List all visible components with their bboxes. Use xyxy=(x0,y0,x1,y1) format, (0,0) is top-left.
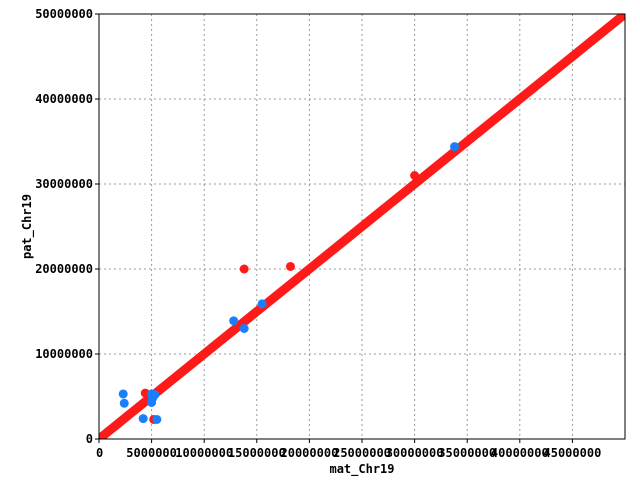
x-tick-label: 35000000 xyxy=(438,446,496,460)
series-1-point xyxy=(239,324,249,333)
series-1-point xyxy=(118,389,128,399)
x-tick-label: 45000000 xyxy=(544,446,602,460)
y-axis: 0 10000000 20000000 30000000 40000000 5000000… xyxy=(35,7,99,446)
series-1-point xyxy=(138,414,148,424)
x-tick-label: 40000000 xyxy=(491,446,549,460)
series-0-diagonal xyxy=(99,14,625,439)
x-tick-label: 5000000 xyxy=(126,446,177,460)
series-1-point xyxy=(152,414,162,424)
x-axis: 0 500000010000000150000002000000025000000… xyxy=(96,439,601,460)
x-tick-label: 10000000 xyxy=(175,446,233,460)
series-1-point xyxy=(119,398,129,408)
y-tick-label: 20000000 xyxy=(35,262,93,276)
y-tick-label: 30000000 xyxy=(35,177,93,191)
x-tick-label: 0 xyxy=(96,446,103,460)
y-tick-label: 10000000 xyxy=(35,347,93,361)
y-axis-title: pat_Chr19 xyxy=(20,194,35,259)
series-0-point xyxy=(285,261,295,271)
series-0-point xyxy=(239,264,249,274)
series-layer xyxy=(99,14,625,439)
grid-lines xyxy=(99,13,625,439)
y-tick-label: 50000000 xyxy=(35,7,93,21)
x-tick-label: 20000000 xyxy=(281,446,339,460)
x-tick-label: 25000000 xyxy=(333,446,391,460)
series-1-point xyxy=(147,389,157,399)
series-1-point xyxy=(229,316,239,326)
x-tick-label: 15000000 xyxy=(228,446,286,460)
series-1-point xyxy=(257,299,267,309)
series-1-point xyxy=(450,142,460,152)
y-tick-label: 40000000 xyxy=(35,92,93,106)
series-0-point xyxy=(410,171,420,180)
y-tick-label: 0 xyxy=(86,432,93,446)
x-tick-label: 30000000 xyxy=(386,446,444,460)
series-group xyxy=(99,14,625,439)
x-axis-title: mat_Chr19 xyxy=(329,462,394,477)
